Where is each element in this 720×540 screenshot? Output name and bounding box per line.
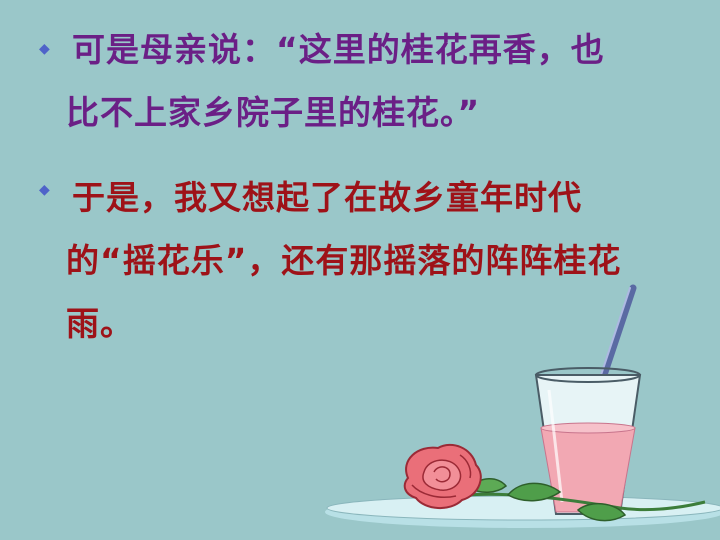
diamond-bullet-icon: ◆ [39,182,50,198]
rose-flower [403,443,482,509]
paragraph-2-line-1: 于是，我又想起了在故乡童年时代 [72,178,582,217]
glass-rim [535,367,641,383]
paragraph-1-line-1: 可是母亲说：“这里的桂花再香，也 [72,30,605,69]
paragraph-2-line-3: 雨。 [66,304,134,343]
juice-glass-rose-illustration [325,284,720,528]
leaf-shape [576,503,627,522]
leaf-shape [506,482,562,502]
paragraph-1-line-2: 比不上家乡院子里的桂花。” [66,93,481,132]
diamond-bullet-icon: ◆ [39,41,50,57]
paragraph-2-line-2: 的“摇花乐”，还有那摇落的阵阵桂花 [66,241,622,280]
juice-surface [540,422,636,434]
glass-shine [547,389,564,503]
